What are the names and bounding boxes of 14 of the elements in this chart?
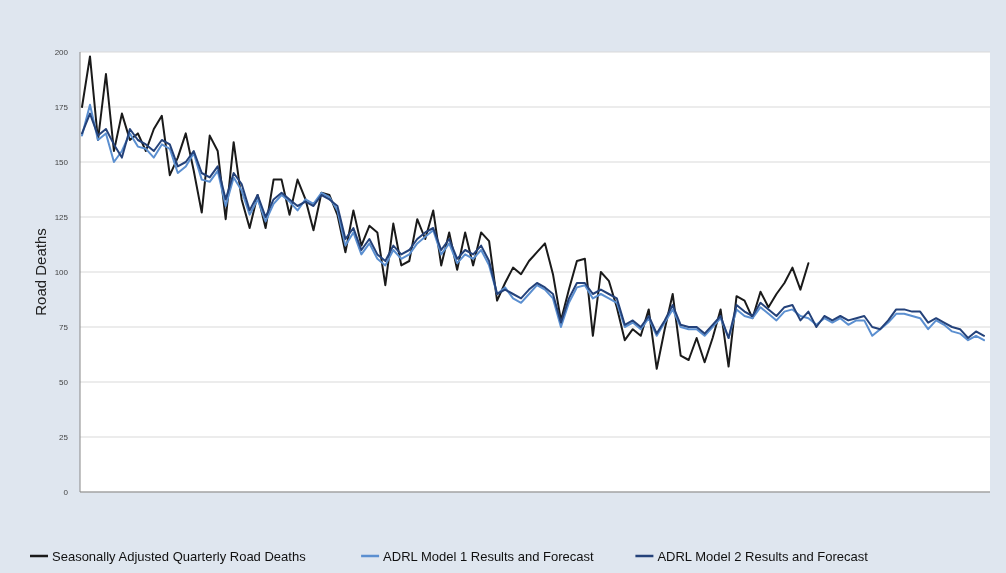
legend-label: ADRL Model 1 Results and Forecast: [383, 548, 594, 564]
legend-label: ADRL Model 2 Results and Forecast: [657, 548, 869, 564]
y-tick-label: 25: [59, 432, 69, 442]
legend-label: Seasonally Adjusted Quarterly Road Deaths: [52, 548, 307, 564]
line-series: [81, 55, 810, 370]
y-tick-label: 75: [59, 322, 69, 332]
y-tick-label: 100: [54, 267, 69, 277]
y-tick-label: 150: [54, 157, 69, 167]
y-tick-label: 125: [54, 212, 69, 222]
y-tick-label: 50: [59, 377, 69, 387]
y-tick-label: 200: [54, 47, 69, 57]
y-tick-label: 175: [54, 102, 69, 112]
y-axis-title: Road Deaths: [32, 228, 49, 316]
y-tick-label: 0: [63, 487, 69, 497]
